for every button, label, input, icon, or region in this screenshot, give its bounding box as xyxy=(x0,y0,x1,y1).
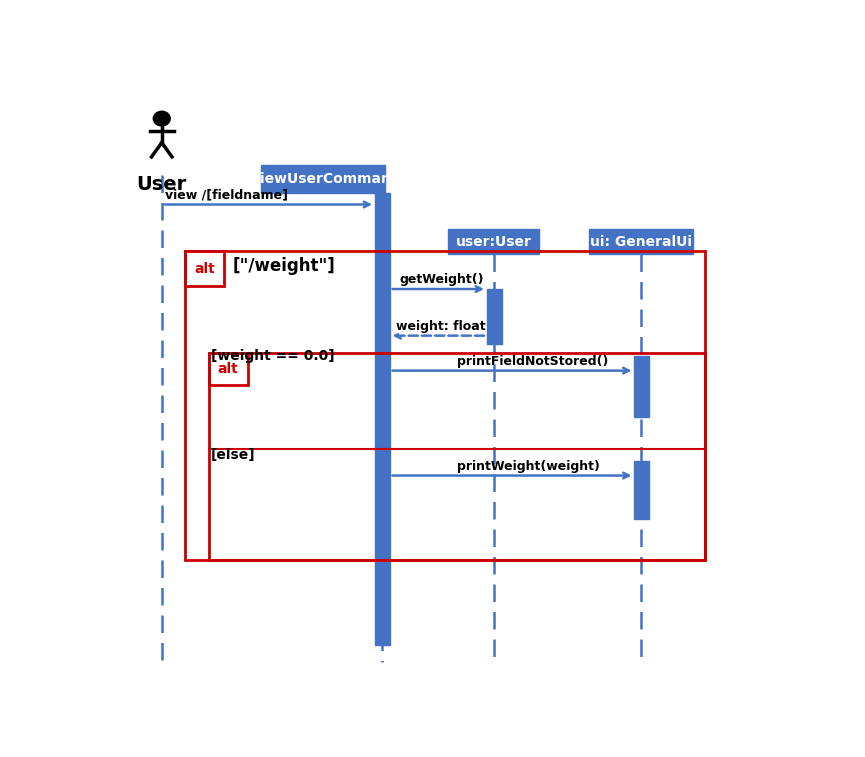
Text: printFieldNotStored(): printFieldNotStored() xyxy=(457,355,608,368)
Bar xyxy=(208,353,247,385)
Text: printWeight(weight): printWeight(weight) xyxy=(457,459,599,472)
Bar xyxy=(448,229,539,254)
Text: User: User xyxy=(137,176,187,195)
Text: [else]: [else] xyxy=(211,448,255,462)
Text: alt: alt xyxy=(218,362,239,376)
Text: :ViewUserCommand: :ViewUserCommand xyxy=(244,172,401,186)
Text: ["/weight"]: ["/weight"] xyxy=(232,257,335,275)
Bar xyxy=(185,251,705,560)
Text: weight: float: weight: float xyxy=(396,319,486,333)
Text: getWeight(): getWeight() xyxy=(400,273,484,286)
Bar xyxy=(634,461,649,519)
Bar xyxy=(185,251,224,286)
Text: alt: alt xyxy=(195,262,215,276)
Bar xyxy=(375,193,389,645)
Bar xyxy=(487,289,502,344)
Text: view /[fieldname]: view /[fieldname] xyxy=(165,188,288,201)
Bar xyxy=(634,356,649,417)
Bar xyxy=(589,229,693,254)
Text: [weight == 0.0]: [weight == 0.0] xyxy=(211,349,334,363)
Bar xyxy=(208,353,705,560)
Bar xyxy=(260,165,385,193)
Text: ui: GeneralUi: ui: GeneralUi xyxy=(590,235,692,248)
Text: user:User: user:User xyxy=(456,235,531,248)
Circle shape xyxy=(153,111,170,126)
